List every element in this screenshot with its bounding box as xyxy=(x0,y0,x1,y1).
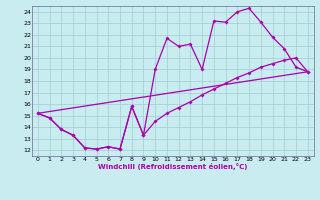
X-axis label: Windchill (Refroidissement éolien,°C): Windchill (Refroidissement éolien,°C) xyxy=(98,163,247,170)
